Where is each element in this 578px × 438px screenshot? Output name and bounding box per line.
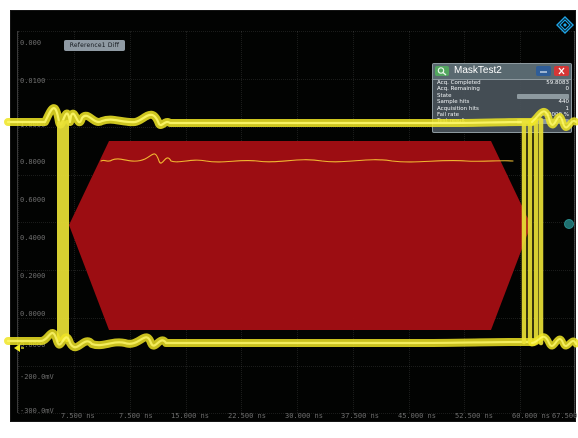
grid-line <box>18 31 19 413</box>
grid-line <box>18 79 574 80</box>
acquisition-hits-row: Acquisition hits 1 <box>437 106 569 112</box>
x-axis-label: 7.500 ns <box>119 412 153 420</box>
y-axis-label: -200.0mV <box>20 373 54 381</box>
x-axis-label: 15.000 ns <box>171 412 209 420</box>
acq-remaining-label: Acq. Remaining <box>437 86 480 93</box>
marker-dot-icon[interactable] <box>565 220 573 228</box>
reference-label[interactable]: Reference1 Diff <box>64 40 125 51</box>
acq-remaining-value: 0 <box>565 86 570 93</box>
acq-completed-value: 59.8083 <box>546 80 569 86</box>
state-value-field <box>517 93 569 99</box>
x-axis-label: 67.500 ns <box>552 412 578 420</box>
fail-rate-label: Fail rate <box>437 111 460 118</box>
grid-line <box>18 31 574 32</box>
grid-line <box>18 366 574 367</box>
y-axis-label: 0.6000 <box>20 196 46 204</box>
x-axis-label: 52.500 ns <box>455 412 493 420</box>
waveform-trace-left-edge <box>57 120 69 342</box>
reference-trace <box>100 153 514 164</box>
diamond-logo-icon <box>556 16 574 34</box>
x-axis-label: 22.500 ns <box>228 412 266 420</box>
waveform-trace-right-tail-highlight <box>531 110 577 347</box>
x-axis-label: 45.000 ns <box>398 412 436 420</box>
waveform-trace-right-edge <box>521 117 544 346</box>
acq-completed-label: Acq. Completed <box>437 80 481 86</box>
sample-hits-row: Sample hits 440 <box>437 99 569 105</box>
acq-completed-row: Acq. Completed 59.8083 <box>437 80 569 86</box>
waveform-trace-right-tail <box>528 107 578 350</box>
x-axis-label: 60.000 ns <box>512 412 550 420</box>
y-axis-label: -300.0mV <box>20 407 54 415</box>
y-axis-label: 0.4000 <box>20 234 46 242</box>
waveform-trace-lower-highlight <box>6 331 535 349</box>
y-axis-label: 0.0000 <box>20 310 46 318</box>
y-axis-label: 0.000 <box>20 39 42 47</box>
fail-rate-row: Fail rate 0.00000 % <box>437 112 569 118</box>
close-icon[interactable] <box>554 66 569 76</box>
sample-hits-label: Sample hits <box>437 99 470 106</box>
grid-line <box>18 413 574 414</box>
x-axis-label: 30.000 ns <box>285 412 323 420</box>
grid-line <box>574 31 575 413</box>
oscilloscope-waveforms <box>4 104 578 352</box>
y-axis-label: 0.2000 <box>20 272 46 280</box>
ground-marker-icon <box>14 344 24 352</box>
grid-line <box>18 127 574 128</box>
magnifier-icon <box>435 66 449 76</box>
y-axis-label: 0.8000 <box>20 158 46 166</box>
mask-test-header[interactable]: MaskTest2 <box>433 64 571 80</box>
sample-hits-value: 440 <box>558 99 570 106</box>
acq-remaining-row: Acq. Remaining 0 <box>437 86 569 92</box>
y-axis-label: 0.0100 <box>20 77 46 85</box>
fail-rate-value: 0.00000 % <box>539 111 569 118</box>
x-axis-label: 7.500 ns <box>61 412 95 420</box>
waveform-trace-lower-band <box>4 329 537 352</box>
mask-test-region <box>69 141 531 330</box>
minimize-icon[interactable] <box>536 66 551 76</box>
state-row: State <box>437 93 569 99</box>
state-label: State <box>437 92 452 99</box>
acquisition-hits-value: 1 <box>565 105 570 112</box>
x-axis-label: 37.500 ns <box>341 412 379 420</box>
waveform-trace-top-highlight <box>6 107 534 127</box>
mask-test-title: MaskTest2 <box>454 65 502 76</box>
acquisition-hits-label: Acquisition hits <box>437 105 479 112</box>
